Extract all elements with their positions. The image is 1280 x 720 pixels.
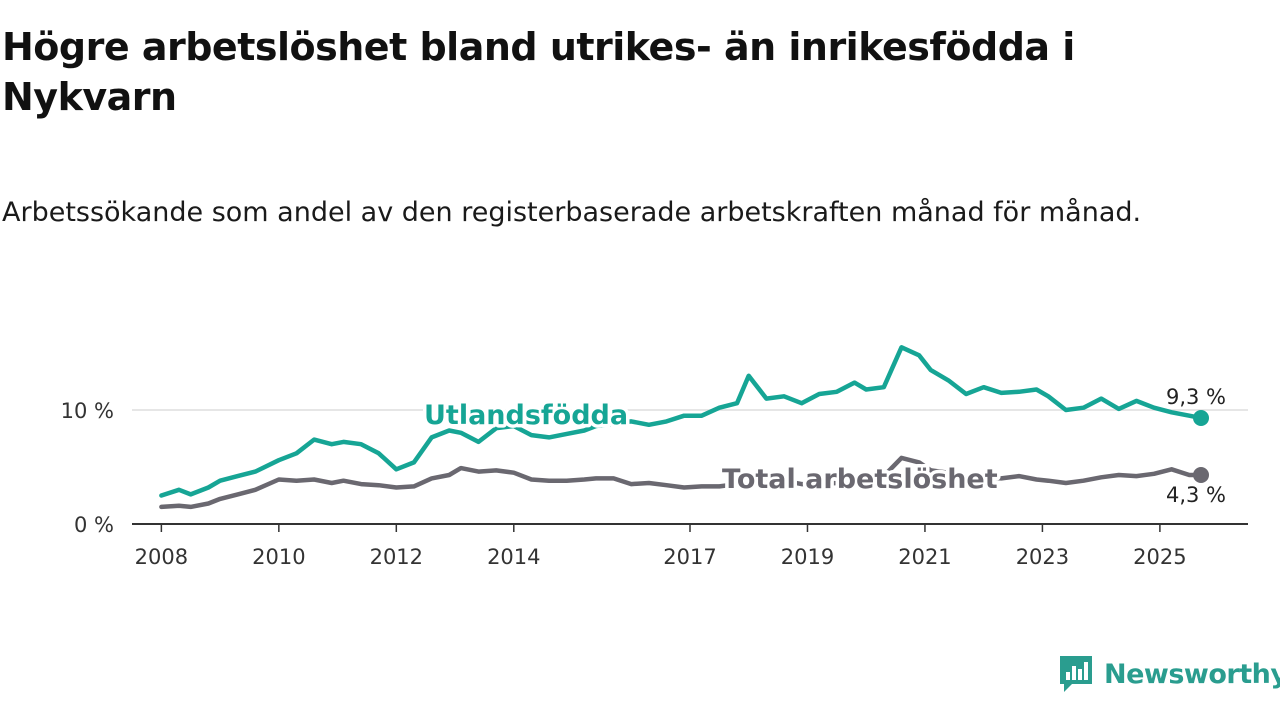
x-tick-label: 2025 (1133, 545, 1186, 569)
x-tick-label: 2008 (135, 545, 188, 569)
end-point-marker (1193, 466, 1210, 483)
end-value-label-total: 4,3 % (1166, 483, 1226, 507)
x-tick-label: 2010 (252, 545, 305, 569)
newsworthy-logo-icon (1060, 656, 1092, 692)
line-chart: Utlandsfödda Total arbetslöshet 9,3 % 4,3 %… (61, 345, 1248, 569)
x-tick-label: 2017 (663, 545, 716, 569)
newsworthy-wordmark: Newsworthy (1104, 658, 1280, 690)
series-line-utlandsfodda (159, 345, 1204, 498)
x-tick-label: 2014 (487, 545, 540, 569)
x-tick-label: 2023 (1016, 545, 1069, 569)
chart-subtitle: Arbetssökande som andel av den registerb… (2, 197, 1142, 228)
y-tick-label: 0 % (74, 513, 114, 537)
series-line-total (159, 455, 1204, 510)
newsworthy-logo: Newsworthy (1058, 652, 1280, 696)
x-tick-label: 2019 (781, 545, 834, 569)
series-label-utlandsfodda: Utlandsfödda (424, 400, 628, 431)
x-tick-label: 2012 (370, 545, 423, 569)
end-point-marker (1193, 409, 1210, 426)
y-tick-label: 10 % (61, 399, 114, 423)
x-tick-label: 2021 (898, 545, 951, 569)
series-label-total: Total arbetslöshet (722, 464, 998, 495)
end-value-label-utlandsfodda: 9,3 % (1166, 385, 1226, 409)
chart-title: Högre arbetslöshet bland utrikes- än inr… (2, 25, 1075, 119)
